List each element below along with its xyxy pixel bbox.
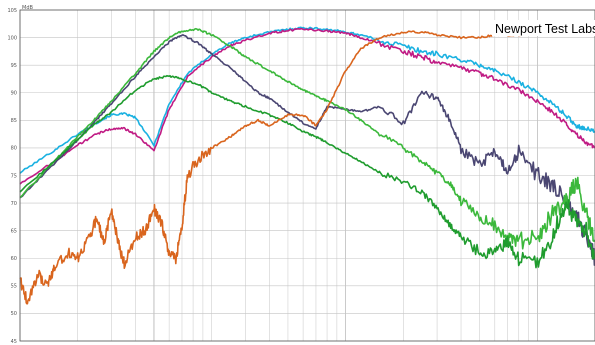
y-tick-label: 65	[11, 228, 17, 234]
brand-label-background	[492, 20, 595, 36]
series-line-green-dark	[19, 74, 595, 269]
plot-border	[19, 9, 595, 342]
y-tick-label: 50	[11, 311, 17, 317]
y-tick-label: 55	[11, 284, 17, 290]
y-tick-label: 70	[11, 201, 17, 207]
y-tick-label: 95	[11, 63, 17, 69]
y-tick-label: 105	[7, 8, 17, 14]
y-unit-label: MdB	[22, 5, 33, 11]
y-tick-label: 85	[11, 118, 17, 124]
y-tick-label: 75	[11, 173, 17, 179]
series-line-magenta	[19, 27, 595, 185]
y-tick-label: 90	[11, 91, 17, 97]
y-tick-label: 100	[7, 35, 17, 41]
y-tick-label: 45	[11, 339, 17, 345]
y-axis-ticks: 45 50 55 60 65 70 75 80 85 90 95 100 105	[7, 8, 17, 345]
y-tick-label: 60	[11, 256, 17, 262]
series-line-green-light	[19, 27, 595, 250]
series-line-gray	[19, 34, 595, 266]
series-line-orange	[19, 30, 595, 305]
y-tick-label: 80	[11, 146, 17, 152]
brand-label: Newport Test Labs	[495, 22, 595, 36]
series-group	[19, 26, 595, 305]
series-line-cyan	[19, 26, 595, 174]
